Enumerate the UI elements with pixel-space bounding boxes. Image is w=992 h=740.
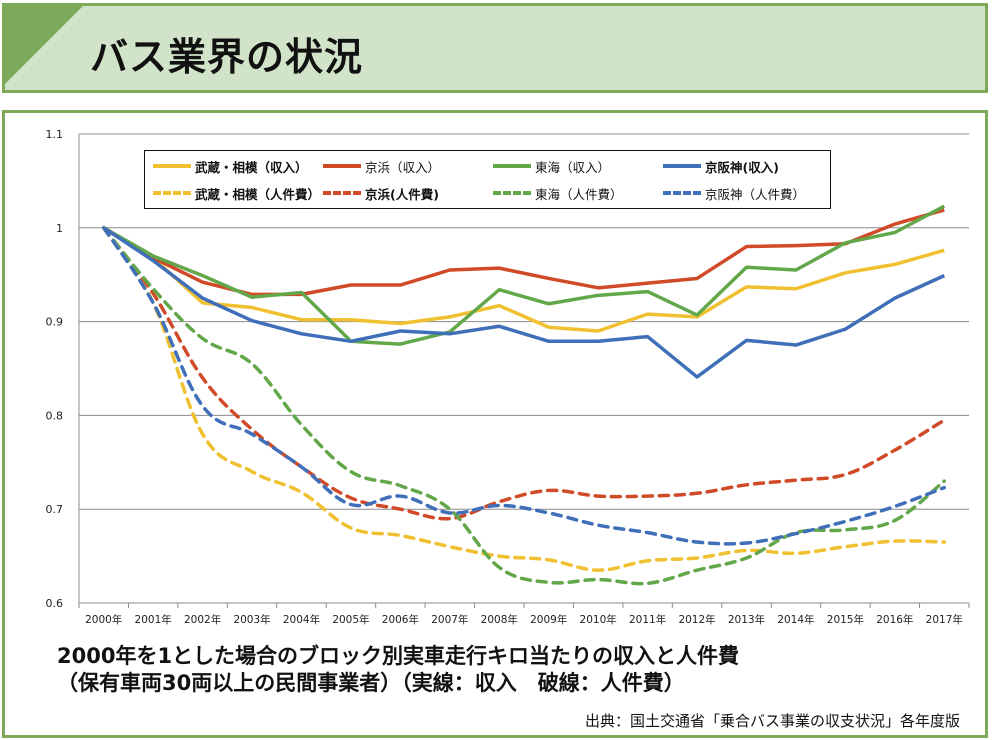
- legend-item: 京浜(人件費): [323, 184, 439, 202]
- legend-label: 京阪神（人件費）: [705, 186, 806, 202]
- x-tick-label: 2014年: [777, 613, 814, 626]
- legend-swatch: [153, 191, 191, 195]
- legend-swatch: [663, 164, 701, 168]
- x-tick-label: 2009年: [530, 613, 567, 626]
- y-tick-label: 1.1: [46, 128, 64, 141]
- legend-swatch: [153, 164, 191, 168]
- y-tick-label: 0.8: [46, 409, 64, 422]
- y-tick-label: 1: [56, 222, 63, 235]
- chart-caption-line2: （保有車両30両以上の民間事業者）（実線：収入 破線：人件費）: [57, 671, 685, 695]
- x-tick-label: 2015年: [827, 613, 864, 626]
- axes: 0.6 0.7 0.8 0.9 1 1.1 2000年 2001年 2002年 2003年 2004…: [46, 128, 970, 626]
- x-tick-label: 2005年: [332, 613, 369, 626]
- x-tick-label: 2016年: [876, 613, 913, 626]
- series-line-7: [101, 226, 947, 546]
- source-note: 出典：国土交通省「乗合バス事業の収支状況」各年度版: [584, 712, 960, 730]
- x-tick-label: 2006年: [382, 613, 419, 626]
- banner-corner-decoration: [5, 6, 83, 84]
- legend-item: 武蔵・相模（収入）: [153, 157, 308, 175]
- legend-swatch: [323, 191, 361, 195]
- legend-label: 武蔵・相模（収入）: [195, 159, 308, 175]
- series-line-0: [102, 226, 945, 333]
- legend-item: 東海（人件費）: [493, 184, 623, 202]
- chart-caption-line1: 2000年を1とした場合のブロック別実車走行キロ当たりの収入と人件費: [57, 644, 740, 668]
- x-tick-label: 2013年: [728, 613, 765, 626]
- series-line-6: [101, 226, 947, 586]
- legend-label: 京阪神(収入): [705, 159, 779, 175]
- series-lines: [101, 204, 947, 586]
- legend-swatch: [493, 191, 531, 195]
- series-line-3: [102, 226, 946, 379]
- y-tick-label: 0.7: [46, 503, 64, 516]
- x-tick-label: 2004年: [283, 613, 320, 626]
- legend-item: 京阪神（人件費）: [663, 184, 805, 202]
- legend-label: 京浜（収入）: [365, 159, 441, 175]
- legend-swatch: [323, 164, 361, 168]
- x-tick-label: 2012年: [678, 613, 715, 626]
- legend-item: 東海（収入）: [493, 157, 610, 175]
- legend-item: 武蔵・相模（人件費）: [153, 184, 320, 202]
- y-tick-label: 0.9: [46, 316, 64, 329]
- legend-item: 京阪神(収入): [663, 157, 779, 175]
- x-tick-label: 2003年: [233, 613, 270, 626]
- x-tick-label: 2002年: [184, 613, 221, 626]
- x-tick-label: 2010年: [580, 613, 617, 626]
- x-tick-label: 2008年: [481, 613, 518, 626]
- series-line-4: [101, 226, 947, 572]
- series-line-2: [102, 204, 946, 346]
- x-tick-label: 2000年: [85, 613, 122, 626]
- legend-label: 武蔵・相模（人件費）: [195, 186, 321, 202]
- title-banner: バス業界の状況: [2, 3, 988, 93]
- legend-label: 京浜(人件費): [365, 186, 439, 202]
- x-tick-label: 2001年: [135, 613, 172, 626]
- series-line-5: [101, 226, 947, 521]
- page-title: バス業界の状況: [90, 35, 364, 79]
- legend-swatch: [663, 191, 701, 195]
- x-tick-label: 2011年: [629, 613, 666, 626]
- chart-legend: 武蔵・相模（収入） 京浜（収入） 東海（収入） 京阪神(収入) 武蔵・相模（人件費） 京浜…: [144, 150, 831, 209]
- legend-label: 東海（収入）: [535, 159, 611, 175]
- x-tick-label: 2007年: [431, 613, 468, 626]
- legend-item: 京浜（収入）: [323, 157, 440, 175]
- chart-panel: [2, 110, 988, 738]
- legend-label: 東海（人件費）: [535, 186, 623, 202]
- x-tick-label: 2017年: [926, 613, 963, 626]
- y-tick-label: 0.6: [46, 597, 64, 610]
- legend-swatch: [493, 164, 531, 168]
